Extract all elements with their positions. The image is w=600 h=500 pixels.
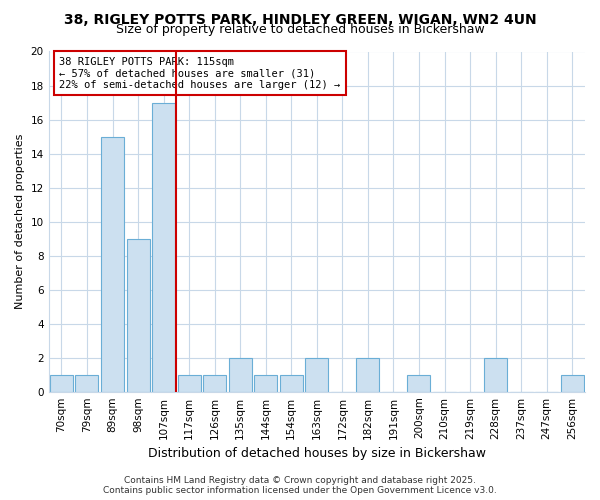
Bar: [178, 374, 200, 392]
Bar: [561, 374, 584, 392]
Y-axis label: Number of detached properties: Number of detached properties: [15, 134, 25, 310]
Bar: [50, 374, 73, 392]
Text: Size of property relative to detached houses in Bickershaw: Size of property relative to detached ho…: [116, 24, 484, 36]
Bar: [152, 102, 175, 392]
Bar: [280, 374, 303, 392]
Bar: [127, 238, 149, 392]
Bar: [101, 136, 124, 392]
Bar: [254, 374, 277, 392]
Text: 38 RIGLEY POTTS PARK: 115sqm
← 57% of detached houses are smaller (31)
22% of se: 38 RIGLEY POTTS PARK: 115sqm ← 57% of de…: [59, 56, 341, 90]
Bar: [356, 358, 379, 392]
X-axis label: Distribution of detached houses by size in Bickershaw: Distribution of detached houses by size …: [148, 447, 486, 460]
Text: 38, RIGLEY POTTS PARK, HINDLEY GREEN, WIGAN, WN2 4UN: 38, RIGLEY POTTS PARK, HINDLEY GREEN, WI…: [64, 12, 536, 26]
Bar: [407, 374, 430, 392]
Bar: [484, 358, 507, 392]
Bar: [305, 358, 328, 392]
Bar: [203, 374, 226, 392]
Text: Contains HM Land Registry data © Crown copyright and database right 2025.
Contai: Contains HM Land Registry data © Crown c…: [103, 476, 497, 495]
Bar: [229, 358, 252, 392]
Bar: [76, 374, 98, 392]
